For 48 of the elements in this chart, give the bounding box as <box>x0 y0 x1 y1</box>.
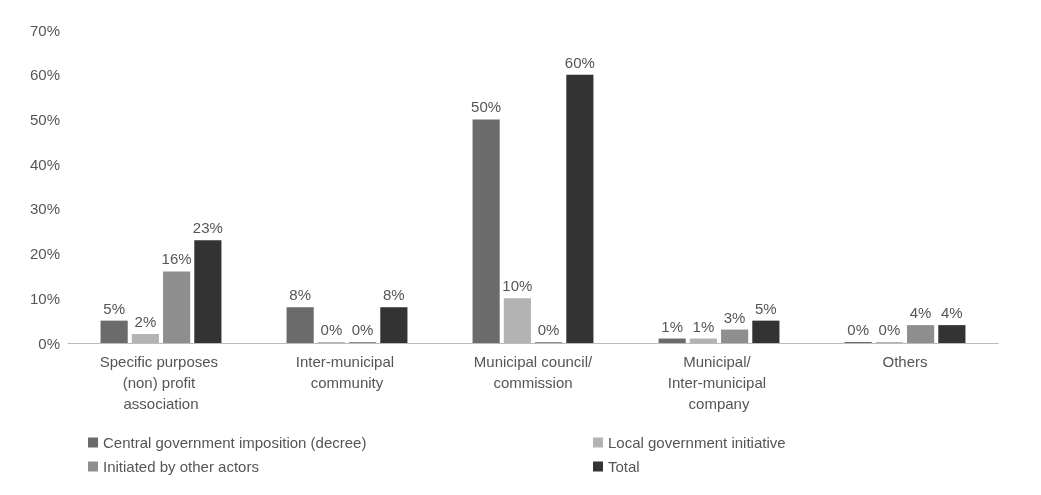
data-label: 10% <box>502 277 533 295</box>
bar <box>752 320 780 343</box>
legend-label: Local government initiative <box>608 434 786 451</box>
x-tick-label: Municipal council/commission <box>473 353 594 391</box>
bar <box>566 74 594 343</box>
data-label: 2% <box>134 313 157 331</box>
data-label: 23% <box>192 219 223 237</box>
bar <box>194 240 222 343</box>
data-label: 5% <box>755 299 777 317</box>
x-tick-label: Specific purposes (non) profit association <box>99 353 223 412</box>
x-tick-label: Inter-municipal community <box>295 353 399 391</box>
y-tick-label: 20% <box>29 245 60 263</box>
bar <box>163 271 191 343</box>
bar <box>100 320 128 343</box>
legend-label: Total <box>608 458 640 475</box>
bar <box>938 325 966 343</box>
data-label: 3% <box>723 308 746 326</box>
data-label: 16% <box>161 250 192 268</box>
x-tick-label: Municipal/ Inter-municipal company <box>667 353 771 412</box>
legend-label: Central government imposition (decree) <box>103 434 367 451</box>
y-tick-label: 10% <box>29 289 60 307</box>
data-label: 0% <box>847 321 869 338</box>
data-label: 8% <box>383 286 405 304</box>
y-tick-label: 70% <box>29 21 60 39</box>
bar <box>472 119 500 343</box>
bar <box>380 307 408 343</box>
data-label: 60% <box>564 53 595 71</box>
data-label: 4% <box>941 304 963 322</box>
bar <box>907 325 935 343</box>
data-label: 1% <box>661 317 683 335</box>
data-label: 0% <box>878 321 901 338</box>
y-tick-label: 50% <box>29 110 60 128</box>
data-label: 1% <box>692 317 715 335</box>
data-label: 8% <box>289 286 311 304</box>
data-label: 4% <box>909 304 932 322</box>
y-tick-label: 60% <box>29 66 60 84</box>
x-tick-label: Others <box>882 353 928 370</box>
y-tick-label: 30% <box>29 200 60 218</box>
y-tick-label: 0% <box>38 334 60 352</box>
data-label: 0% <box>537 321 560 338</box>
bar <box>721 329 749 343</box>
data-label: 0% <box>320 321 343 338</box>
bar <box>286 307 314 343</box>
data-label: 5% <box>103 299 125 317</box>
data-label: 50% <box>471 98 502 116</box>
data-label: 0% <box>351 321 374 338</box>
legend-label: Initiated by other actors <box>103 458 259 475</box>
y-tick-label: 40% <box>29 155 60 173</box>
